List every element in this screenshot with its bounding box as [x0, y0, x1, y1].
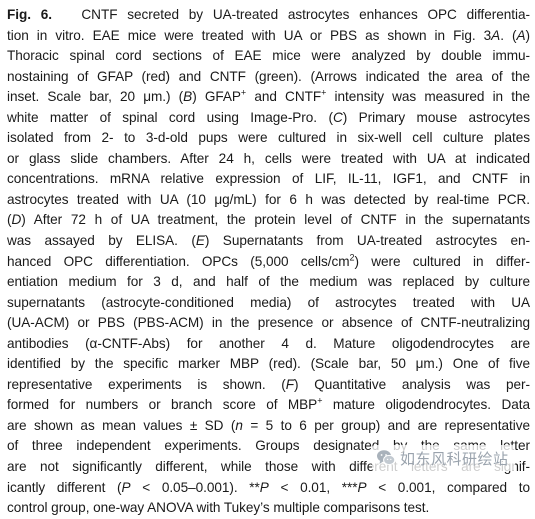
- caption-line: isolated from 2- to 3-d-old pups were cu…: [7, 130, 530, 146]
- caption-line: antibodies (α-CNTF-Abs) for another 4 d.…: [7, 335, 530, 351]
- caption-line: icantly different (P < 0.05–0.001). **P …: [7, 479, 530, 495]
- caption-line: are shown as mean values ± SD (n = 5 to …: [7, 417, 530, 433]
- caption-line: white matter of spinal cord using Image-…: [7, 109, 530, 125]
- caption-line: inset. Scale bar, 20 μm.) (B) GFAP+ and …: [7, 87, 531, 105]
- watermark: 如东风科研绘站: [372, 445, 515, 471]
- watermark-text: 如东风科研绘站: [400, 449, 509, 468]
- figure-label: Fig. 6.: [7, 7, 52, 22]
- caption-line: (UA-ACM) or PBS (PBS-ACM) in the presenc…: [7, 315, 530, 331]
- caption-line: hanced OPC differentiation. OPCs (5,000 …: [7, 252, 530, 269]
- caption-line: entiation medium for 3 d, and half of th…: [7, 274, 530, 290]
- caption-line: formed for numbers or branch score of MB…: [7, 395, 530, 413]
- caption-line: nostaining of GFAP (red) and CNTF (green…: [7, 68, 530, 84]
- caption-line: representative experiments is shown. (F)…: [7, 376, 530, 392]
- caption-line: astrocytes treated with UA (10 μg/mL) fo…: [7, 191, 530, 207]
- caption-line: Thoracic spinal cord sections of EAE mic…: [7, 48, 530, 64]
- figure-caption: Fig. 6. CNTF secreted by UA-treated astr…: [7, 5, 530, 519]
- caption-line: or glass slide chambers. After 24 h, cel…: [7, 150, 530, 166]
- caption-line: identified by the specific marker MBP (r…: [7, 356, 530, 372]
- caption-line: concentrations. mRNA relative expression…: [7, 171, 530, 187]
- caption-line: Fig. 6. CNTF secreted by UA-treated astr…: [7, 7, 530, 22]
- caption-line: control group, one-way ANOVA with Tukey’…: [7, 500, 430, 516]
- wechat-icon: [377, 450, 396, 466]
- caption-line: supernatants (astrocyte-conditioned medi…: [7, 294, 530, 310]
- caption-line: (D) After 72 h of UA treatment, the prot…: [7, 212, 530, 228]
- caption-line: was assayed by ELISA. (E) Supernatants f…: [7, 233, 531, 249]
- caption-line: tion in vitro. EAE mice were treated wit…: [7, 27, 531, 43]
